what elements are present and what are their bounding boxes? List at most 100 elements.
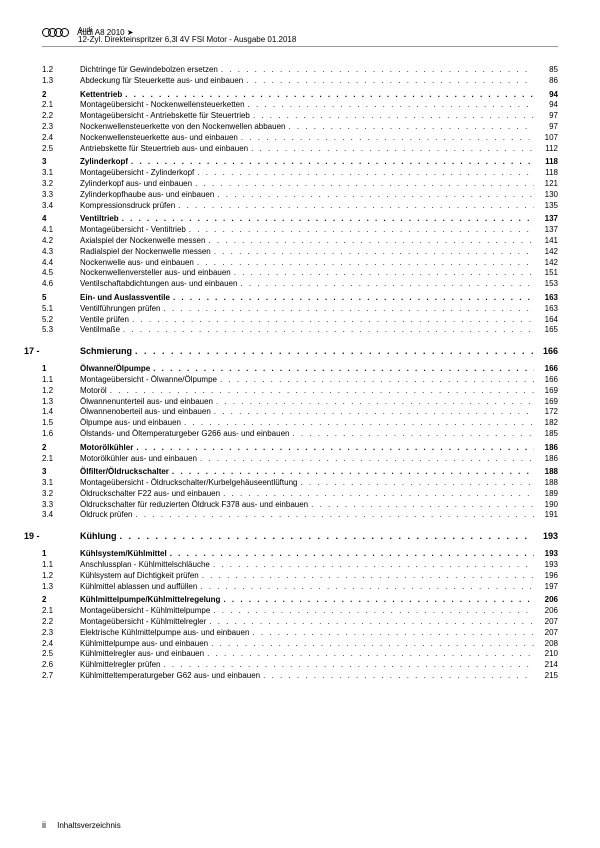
toc-entry-number: 3.1 [42, 478, 80, 489]
toc-leader: . . . . . . . . . . . . . . . . . . . . … [223, 595, 534, 606]
toc-entry-page: 208 [534, 639, 558, 650]
toc-leader: . . . . . . . . . . . . . . . . . . . . … [300, 478, 534, 489]
toc-entry-number: 3 [42, 157, 80, 168]
toc-entry-title: Motoröl [80, 386, 110, 397]
header-brand: Audi [78, 27, 558, 34]
toc-row: 2.5Kühlmittelregler aus- und einbauen. .… [42, 649, 558, 660]
toc-entry-number: 1.3 [42, 397, 80, 408]
toc-row: 3.4Öldruck prüfen. . . . . . . . . . . .… [42, 510, 558, 521]
chapter-title: Kühlung [80, 531, 120, 541]
toc-entry-title: Radialspiel der Nockenwelle messen [80, 247, 214, 258]
toc-entry-title: Montageübersicht - Öldruckschalter/Kurbe… [80, 478, 300, 489]
toc-entry-page: 135 [534, 201, 558, 212]
toc-leader: . . . . . . . . . . . . . . . . . . . . … [221, 65, 534, 76]
toc-entry-number: 1 [42, 549, 80, 560]
toc-entry-number: 5.2 [42, 315, 80, 326]
toc-entry-number: 1.5 [42, 418, 80, 429]
toc-row: 2.4Kühlmittelpumpe aus- und einbauen. . … [42, 639, 558, 650]
toc-leader: . . . . . . . . . . . . . . . . . . . . … [220, 375, 534, 386]
toc-entry-number: 3.1 [42, 168, 80, 179]
toc-leader: . . . . . . . . . . . . . . . . . . . . … [122, 214, 534, 225]
toc-entry-title: Montageübersicht - Ölwanne/Ölpumpe [80, 375, 220, 386]
toc-row: 5Ein- und Auslassventile. . . . . . . . … [42, 293, 558, 304]
toc-entry-title: Nockenwellensteuerkette aus- und einbaue… [80, 133, 241, 144]
toc-entry-title: Nockenwelle aus- und einbauen [80, 258, 197, 269]
toc-entry-title: Kettentrieb [80, 90, 125, 101]
toc-entry-title: Elektrische Kühlmittelpumpe aus- und ein… [80, 628, 252, 639]
toc-entry-title: Dichtringe für Gewindebolzen ersetzen [80, 65, 221, 76]
toc-entry-number: 1.3 [42, 76, 80, 87]
toc-entry-title: Montageübersicht - Ventiltrieb [80, 225, 189, 236]
toc-row: 2.5Antriebskette für Steuertrieb aus- un… [42, 144, 558, 155]
toc-entry-page: 164 [534, 315, 558, 326]
toc-block-19: 1Kühlsystem/Kühlmittel . . . . . . . . . … [42, 549, 558, 682]
toc-entry-number: 3.4 [42, 201, 80, 212]
toc-entry-page: 166 [534, 364, 558, 375]
toc-entry-page: 169 [534, 386, 558, 397]
toc-entry-title: Zylinderkopf [80, 157, 131, 168]
toc-entry-number: 3 [42, 467, 80, 478]
toc-entry-title: Kühlsystem/Kühlmittel [80, 549, 170, 560]
toc-entry-number: 3.3 [42, 190, 80, 201]
toc-entry-page: 189 [534, 489, 558, 500]
toc-row: 1.2Kühlsystem auf Dichtigkeit prüfen. . … [42, 571, 558, 582]
toc-row: 1.4Ölwannenoberteil aus- und einbauen. .… [42, 407, 558, 418]
toc-entry-number: 1.3 [42, 582, 80, 593]
toc-row: 4Ventiltrieb. . . . . . . . . . . . . . … [42, 214, 558, 225]
toc-entry-number: 2.2 [42, 617, 80, 628]
toc-leader: . . . . . . . . . . . . . . . . . . . . … [197, 258, 534, 269]
toc-entry-page: 207 [534, 617, 558, 628]
toc-row: 3.3Zylinderkopfhaube aus- und einbauen. … [42, 190, 558, 201]
chapter-17-heading: 17 - Schmierung . . . . . . . . . . . . … [24, 346, 558, 356]
toc-entry-title: Anschlussplan - Kühlmittelschläuche [80, 560, 213, 571]
toc-row: 3.4Kompressionsdruck prüfen. . . . . . .… [42, 201, 558, 212]
toc-entry-number: 4.1 [42, 225, 80, 236]
toc-leader: . . . . . . . . . . . . . . . . . . . . … [123, 325, 534, 336]
toc-row: 4.1Montageübersicht - Ventiltrieb. . . .… [42, 225, 558, 236]
toc-entry-title: Axialspiel der Nockenwelle messen [80, 236, 208, 247]
toc-entry-number: 2.7 [42, 671, 80, 682]
toc-leader: . . . . . . . . . . . . . . . . . . . . … [209, 617, 534, 628]
toc-row: 2.6Kühlmittelregler prüfen. . . . . . . … [42, 660, 558, 671]
toc-row: 3.1Montageübersicht - Öldruckschalter/Ku… [42, 478, 558, 489]
toc-entry-number: 3.2 [42, 489, 80, 500]
toc-leader: . . . . . . . . . . . . . . . . . . . . … [213, 560, 534, 571]
toc-block-initial: 1.2Dichtringe für Gewindebolzen ersetzen… [42, 65, 558, 336]
toc-entry-page: 169 [534, 397, 558, 408]
toc-leader: . . . . . . . . . . . . . . . . . . . . … [189, 225, 534, 236]
toc-row: 3.3Öldruckschalter für reduzierten Öldru… [42, 500, 558, 511]
toc-entry-title: Kühlmittelregler prüfen [80, 660, 163, 671]
toc-entry-number: 2.6 [42, 660, 80, 671]
toc-entry-title: Ventile prüfen [80, 315, 132, 326]
toc-entry-number: 3.4 [42, 510, 80, 521]
toc-entry-number: 1.2 [42, 571, 80, 582]
toc-entry-page: 85 [534, 65, 558, 76]
toc-leader: . . . . . . . . . . . . . . . . . . . . … [197, 168, 534, 179]
toc-leader: . . . . . . . . . . . . . . . . . . . . … [132, 315, 534, 326]
footer-pagenum: ii [42, 820, 46, 830]
toc-entry-page: 210 [534, 649, 558, 660]
toc-leader: . . . . . . . . . . . . . . . . . . . . … [153, 364, 534, 375]
toc-entry-number: 2.5 [42, 649, 80, 660]
toc-leader: . . . . . . . . . . . . . . . . . . . . … [195, 179, 534, 190]
toc-entry-number: 1.1 [42, 375, 80, 386]
toc-leader: . . . . . . . . . . . . . . . . . . . . … [202, 571, 534, 582]
toc-row: 2.3Elektrische Kühlmittelpumpe aus- und … [42, 628, 558, 639]
toc-entry-page: 130 [534, 190, 558, 201]
toc-entry-title: Ölpumpe aus- und einbauen [80, 418, 184, 429]
toc-entry-title: Zylinderkopfhaube aus- und einbauen [80, 190, 217, 201]
toc-entry-page: 207 [534, 628, 558, 639]
toc-entry-number: 3.3 [42, 500, 80, 511]
header-subtitle: 12-Zyl. Direkteinspritzer 6,3l 4V FSI Mo… [78, 35, 558, 44]
toc-row: 2.1Motorölkühler aus- und einbauen. . . … [42, 454, 558, 465]
toc-leader: . . . . . . . . . . . . . . . . . . . . … [214, 407, 534, 418]
toc-entry-page: 118 [534, 157, 558, 168]
toc-leader: . . . . . . . . . . . . . . . . . . . . … [135, 346, 534, 356]
toc-entry-number: 4.5 [42, 268, 80, 279]
toc-leader: . . . . . . . . . . . . . . . . . . . . … [135, 510, 534, 521]
toc-entry-number: 1.2 [42, 386, 80, 397]
toc-entry-number: 2.1 [42, 454, 80, 465]
toc-entry-title: Ventilschaftabdichtungen aus- und einbau… [80, 279, 240, 290]
toc-entry-number: 1 [42, 364, 80, 375]
toc-leader: . . . . . . . . . . . . . . . . . . . . … [216, 397, 534, 408]
